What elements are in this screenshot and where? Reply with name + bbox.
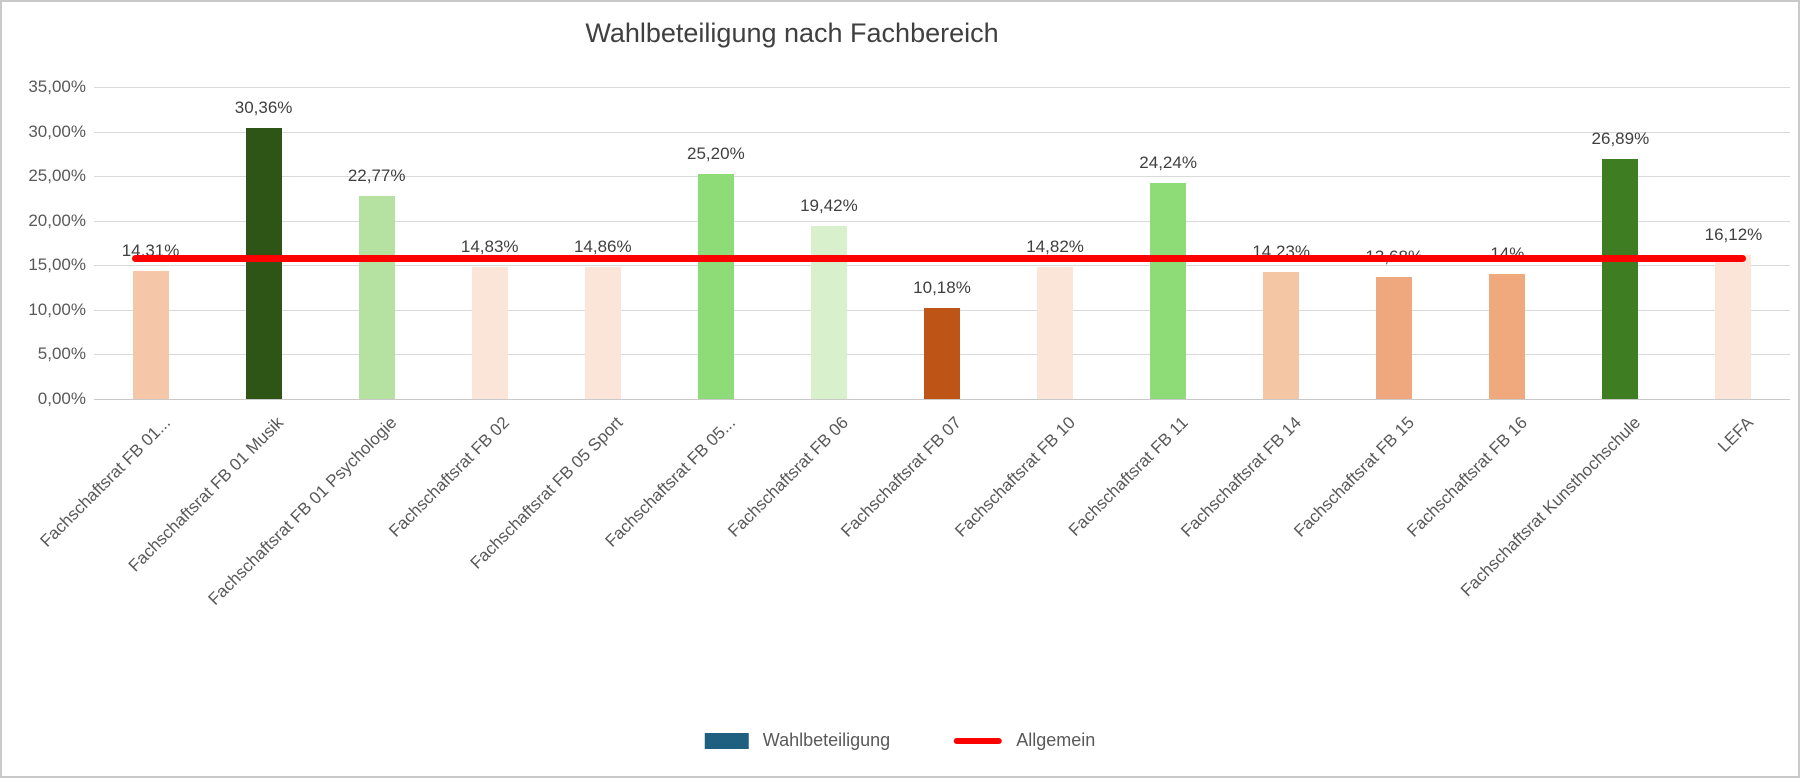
bar-value-label: 26,89% bbox=[1591, 129, 1650, 149]
series-color-swatch bbox=[704, 732, 749, 749]
bar-value-label: 14,83% bbox=[460, 236, 519, 256]
bar bbox=[1263, 272, 1300, 399]
x-axis-category-label: Fachschaftsrat FB 14 bbox=[1176, 413, 1305, 541]
y-axis-tick-label: 30,00% bbox=[28, 121, 86, 141]
gridline bbox=[94, 220, 1790, 222]
legend: Wahlbeteiligung Allgemein bbox=[704, 730, 1096, 751]
bar-value-label: 30,36% bbox=[234, 98, 293, 118]
legend-series-label: Wahlbeteiligung bbox=[762, 730, 891, 750]
bar bbox=[471, 266, 508, 399]
x-axis-category-label: LEFA bbox=[1714, 413, 1757, 456]
gridline bbox=[94, 265, 1790, 267]
x-axis-category-label: Fachschaftsrat FB 05... bbox=[601, 413, 740, 551]
bar bbox=[1602, 159, 1639, 399]
x-axis-category-label: Fachschaftsrat FB 06 bbox=[724, 413, 853, 541]
bar bbox=[810, 225, 847, 399]
y-axis-tick-label: 15,00% bbox=[28, 255, 86, 275]
bar-value-label: 22,77% bbox=[347, 166, 406, 186]
bar bbox=[1489, 274, 1526, 399]
bar-value-label: 19,42% bbox=[800, 195, 858, 215]
y-axis-tick-label: 5,00% bbox=[37, 344, 86, 364]
bar-value-label: 24,24% bbox=[1139, 152, 1197, 172]
x-axis-line bbox=[94, 399, 1790, 400]
y-axis-tick-label: 10,00% bbox=[28, 299, 86, 319]
bar bbox=[358, 196, 395, 399]
bar bbox=[1715, 255, 1752, 399]
y-axis-tick-label: 25,00% bbox=[28, 166, 86, 186]
bar-value-label: 14,82% bbox=[1026, 236, 1084, 256]
bar-value-label: 14,86% bbox=[573, 236, 632, 256]
legend-line-label: Allgemein bbox=[1016, 730, 1096, 750]
bar bbox=[1376, 277, 1413, 399]
average-line-swatch bbox=[954, 737, 1003, 744]
y-axis-tick-label: 20,00% bbox=[28, 210, 86, 230]
bar bbox=[1037, 266, 1074, 399]
x-axis-category-label: Fachschaftsrat FB 02 bbox=[385, 413, 514, 541]
x-axis-category-label: Fachschaftsrat FB 11 bbox=[1064, 413, 1192, 540]
average-line bbox=[132, 254, 1746, 262]
gridline bbox=[94, 87, 1790, 88]
bar bbox=[924, 308, 960, 399]
bar-value-label: 25,20% bbox=[687, 144, 745, 164]
x-axis-category-label: Fachschaftsrat FB 15 bbox=[1290, 413, 1418, 541]
bar bbox=[1150, 182, 1187, 399]
bar bbox=[132, 271, 169, 399]
x-axis-category-label: Fachschaftsrat FB 07 bbox=[837, 413, 966, 541]
gridline bbox=[94, 176, 1790, 178]
bar bbox=[245, 128, 282, 399]
chart-title: Wahlbeteiligung nach Fachbereich bbox=[585, 18, 999, 48]
bar-value-label: 16,12% bbox=[1704, 225, 1763, 245]
bar-value-label: 10,18% bbox=[913, 278, 971, 298]
x-axis-category-label: Fachschaftsrat FB 01 Psychologie bbox=[204, 413, 401, 609]
x-axis-category-label: Fachschaftsrat Kunsthochschule bbox=[1456, 413, 1644, 601]
y-axis-tick-label: 35,00% bbox=[28, 77, 86, 96]
bar bbox=[584, 266, 621, 399]
y-axis-tick-label: 0,00% bbox=[37, 389, 86, 408]
x-axis-category-label: Fachschaftsrat FB 01... bbox=[36, 413, 174, 551]
x-axis-category-label: Fachschaftsrat FB 10 bbox=[950, 413, 1079, 541]
bar bbox=[697, 174, 734, 399]
gridline bbox=[94, 131, 1790, 133]
x-axis-category-label: Fachschaftsrat FB 16 bbox=[1403, 413, 1531, 541]
